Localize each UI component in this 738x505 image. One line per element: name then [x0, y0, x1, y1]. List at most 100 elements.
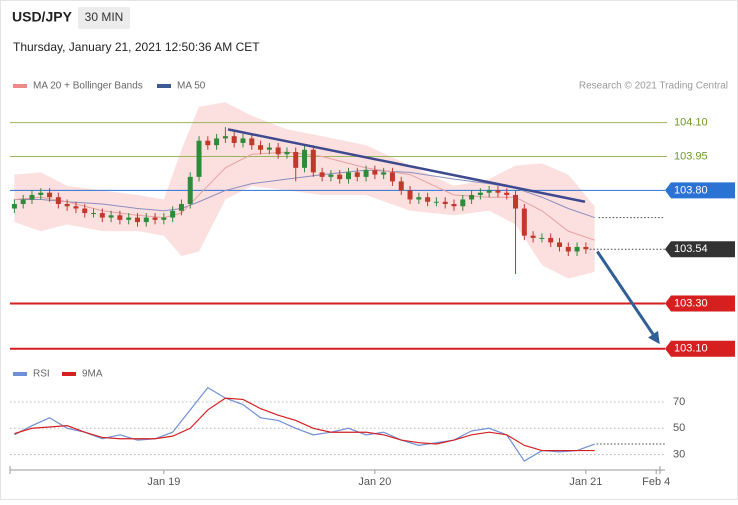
candle-body — [187, 176, 193, 204]
candle-body — [328, 174, 334, 177]
candle-body — [249, 138, 255, 146]
series-line — [14, 386, 595, 462]
legend-swatch — [157, 84, 171, 88]
y-tick-label: 30 — [673, 448, 685, 460]
candle-body — [565, 246, 571, 252]
forecast-arrow-head — [648, 330, 660, 345]
legend-label: MA 50 — [177, 81, 206, 92]
candle-body — [556, 242, 562, 247]
level-label: 103.10 — [674, 343, 708, 355]
candle-body — [231, 136, 237, 143]
datetime: Thursday, January 21, 2021 12:50:36 AM C… — [13, 40, 260, 54]
candle-body — [302, 149, 308, 168]
candle-body — [345, 172, 351, 180]
candle-body — [416, 197, 422, 200]
candle-body — [196, 140, 202, 177]
candle-body — [477, 192, 483, 195]
candle-body — [29, 194, 35, 200]
candle-body — [47, 192, 53, 198]
candle-body — [38, 192, 44, 195]
candle-body — [222, 136, 228, 139]
x-tick-label: Jan 20 — [358, 476, 391, 488]
legend-label: MA 20 + Bollinger Bands — [33, 81, 143, 92]
series-line — [14, 397, 595, 452]
candle-body — [486, 190, 492, 193]
forecast-arrow — [596, 250, 655, 336]
candle-body — [495, 190, 501, 193]
candle-body — [337, 174, 343, 180]
candle-body — [20, 199, 26, 204]
timeframe-box — [78, 7, 130, 29]
candle-body — [91, 213, 97, 215]
candle-body — [108, 215, 114, 218]
trendline — [227, 128, 586, 203]
candle-body — [143, 217, 149, 223]
candle-body — [117, 215, 123, 220]
candle-body — [134, 217, 140, 223]
candle-body — [521, 208, 527, 236]
candle-body — [152, 217, 158, 220]
x-tick-label: Feb 4 — [642, 476, 670, 488]
level-label: 103.30 — [674, 297, 708, 309]
candle-body — [310, 149, 316, 173]
source: Research © 2021 Trading Central — [579, 81, 728, 92]
candle-body — [99, 213, 105, 218]
candle-body — [433, 201, 439, 203]
candle-body — [73, 206, 79, 209]
candle-body — [363, 170, 369, 177]
level-label: 103.80 — [674, 184, 708, 196]
candle-body — [266, 147, 272, 150]
candle-body — [214, 138, 220, 146]
candle-body — [319, 172, 325, 177]
candle-body — [442, 201, 448, 204]
x-tick-label: Jan 19 — [147, 476, 180, 488]
candle-body — [460, 199, 466, 207]
candle-body — [82, 208, 88, 214]
level-box — [665, 295, 735, 312]
candle-body — [407, 190, 413, 200]
level-label: 103.95 — [674, 150, 708, 162]
level-label: 104.10 — [674, 117, 708, 129]
candle-body — [126, 217, 132, 220]
candle-body — [425, 197, 431, 202]
candle-body — [530, 235, 536, 238]
candle-body — [504, 192, 510, 195]
candle-body — [178, 204, 184, 211]
candle-body — [372, 170, 378, 175]
candle-body — [161, 217, 167, 220]
timeframe: 30 MIN — [85, 10, 124, 24]
candle-body — [11, 204, 17, 209]
legend-label: RSI — [33, 369, 50, 380]
candle-body — [284, 152, 290, 155]
level-box — [665, 340, 735, 357]
candle-body — [381, 172, 387, 175]
level-label: 103.54 — [674, 243, 708, 255]
candle-body — [275, 147, 281, 155]
x-tick-label: Jan 21 — [569, 476, 602, 488]
candle-body — [451, 204, 457, 207]
candle-body — [240, 138, 246, 143]
candle-body — [258, 145, 264, 150]
legend-label: 9MA — [82, 369, 103, 380]
candle-body — [513, 194, 519, 209]
candle-body — [354, 172, 360, 177]
symbol: USD/JPY — [12, 9, 73, 25]
candle-body — [389, 172, 395, 182]
candle-body — [170, 210, 176, 218]
candle-body — [293, 152, 299, 168]
legend-swatch — [13, 372, 27, 376]
y-tick-label: 50 — [673, 422, 685, 434]
candle-body — [205, 140, 211, 146]
legend-swatch — [62, 372, 76, 376]
candle-body — [398, 181, 404, 191]
candle-body — [64, 204, 70, 207]
candle-body — [548, 237, 554, 243]
legend-swatch — [13, 84, 27, 88]
level-box — [665, 241, 735, 258]
candle-body — [55, 197, 61, 204]
candle-body — [583, 246, 589, 250]
candle-body — [574, 246, 580, 252]
level-box — [665, 182, 735, 199]
